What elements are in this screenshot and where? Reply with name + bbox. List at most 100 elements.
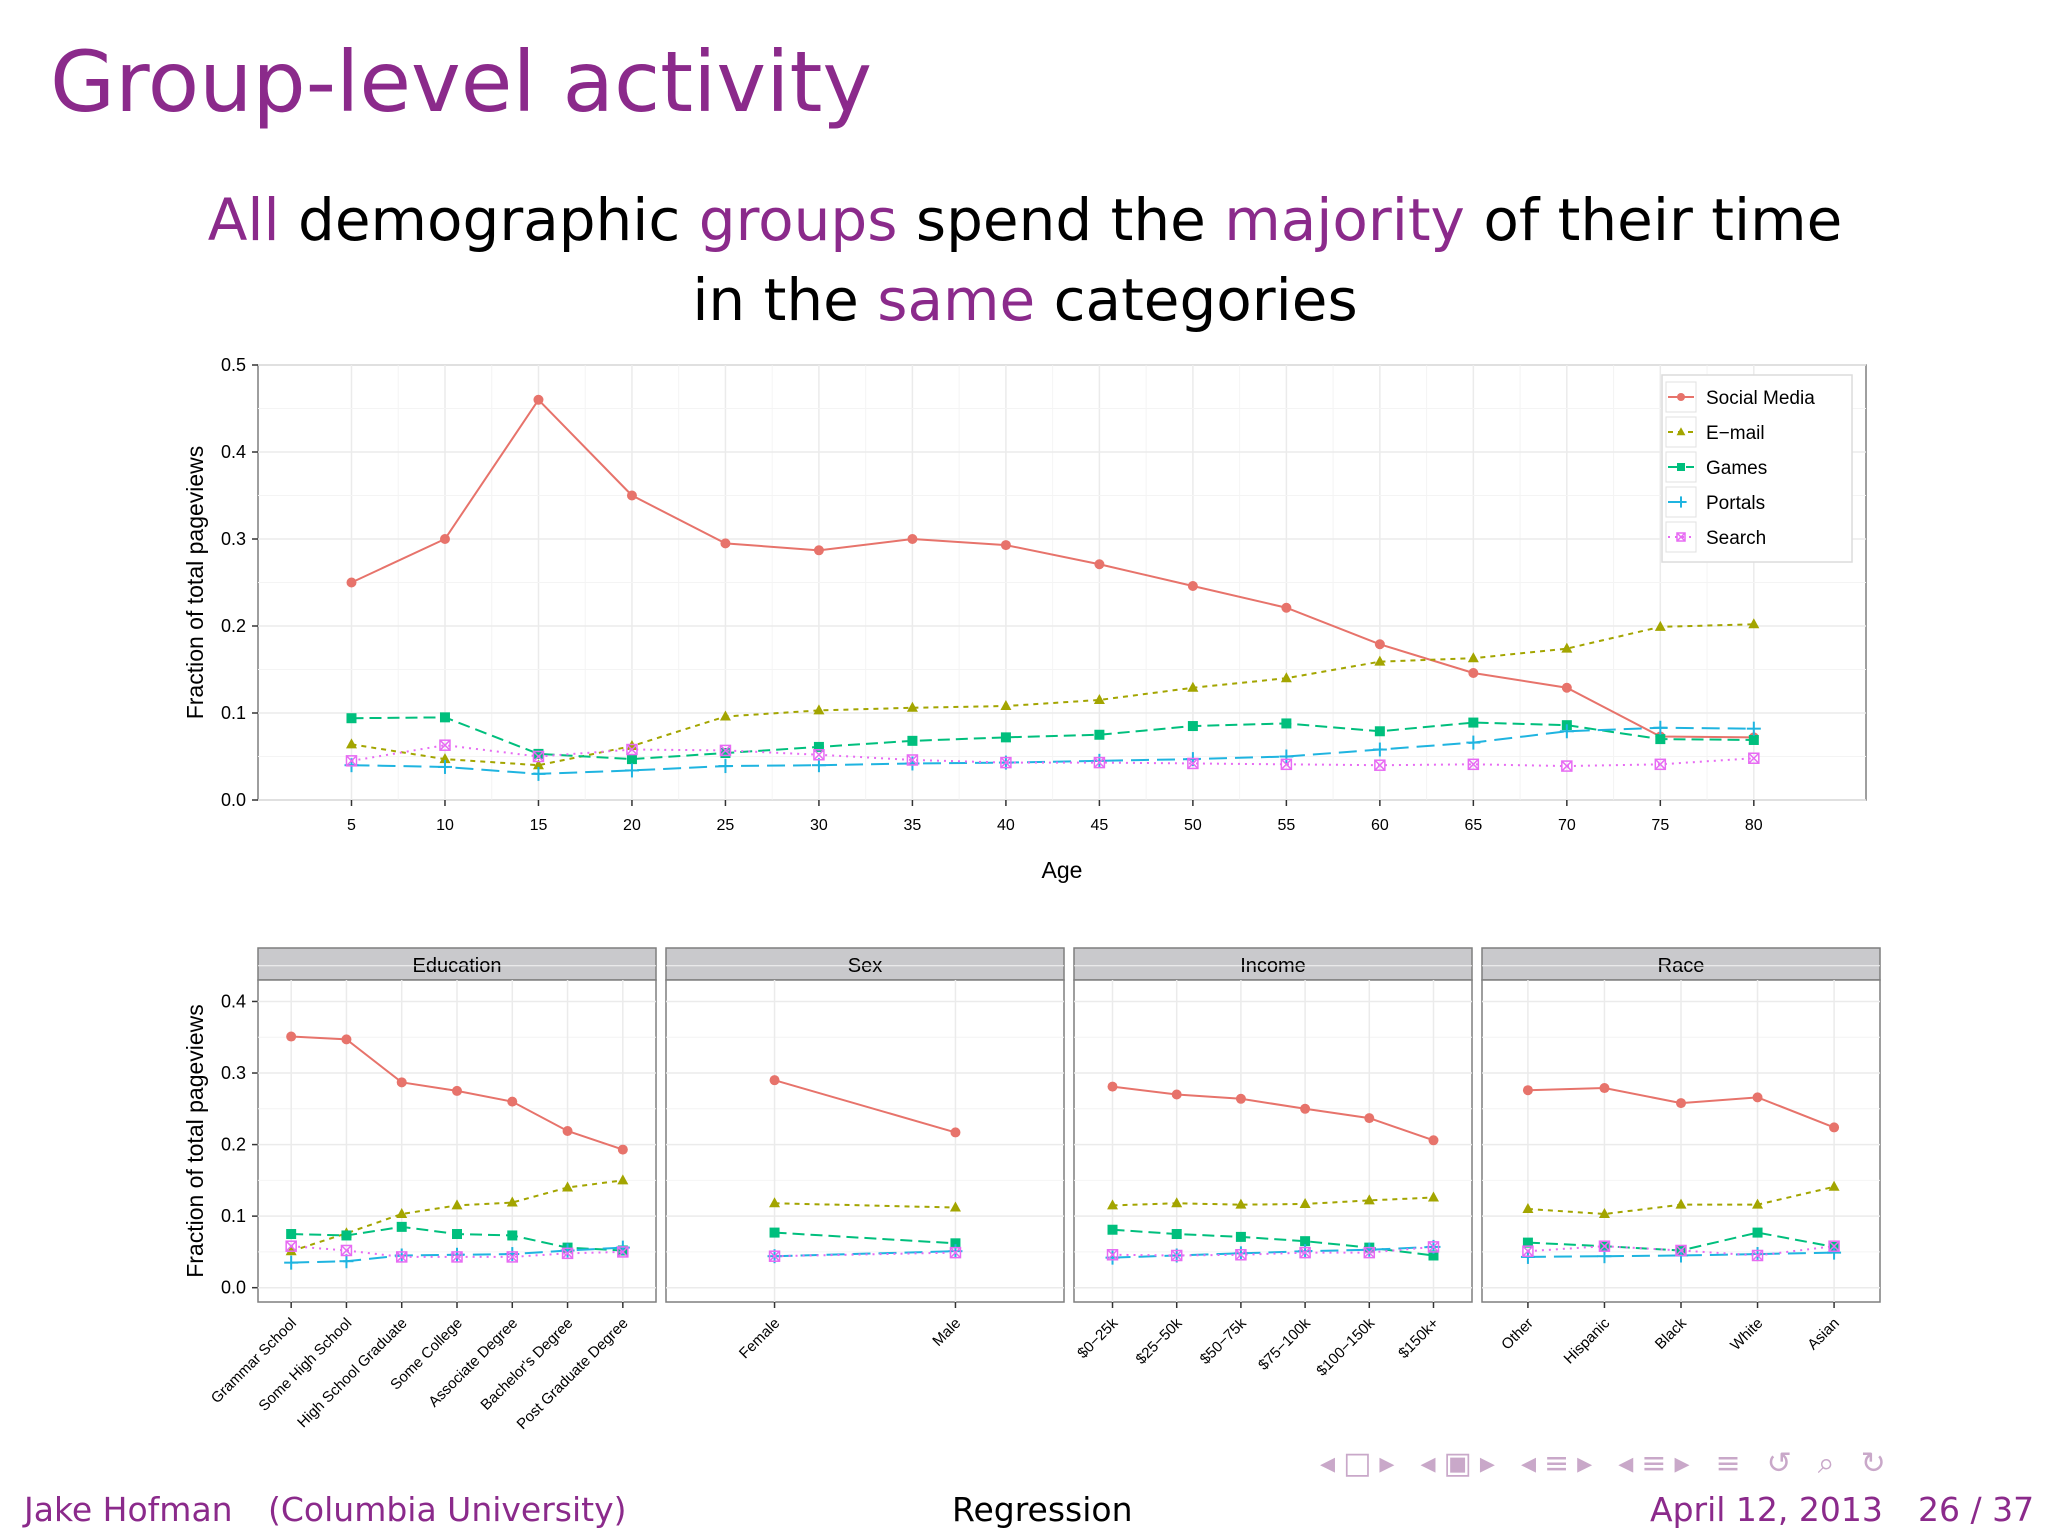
nav-prev-arrow-icon[interactable]: ◂	[1420, 1446, 1440, 1481]
data-point	[1235, 1198, 1247, 1209]
subtitle-part: All	[207, 186, 280, 254]
data-point	[1676, 1098, 1686, 1109]
nav-next-arrow-icon[interactable]: ▸	[1479, 1446, 1499, 1481]
data-point	[533, 748, 544, 759]
data-point	[506, 1251, 519, 1263]
series-line	[1112, 1196, 1434, 1207]
nav-next-arrow-icon[interactable]: ▸	[1379, 1446, 1399, 1481]
data-point	[395, 1251, 408, 1263]
x-tick-label: 30	[810, 817, 828, 834]
data-point	[1828, 1180, 1840, 1191]
data-point	[1374, 726, 1385, 737]
subsection-icon[interactable]: ≡	[1641, 1446, 1671, 1481]
data-point	[1829, 1122, 1840, 1133]
x-tick-label: $0−25k	[1074, 1314, 1121, 1361]
data-point	[439, 712, 450, 723]
nav-next-arrow-icon[interactable]: ▸	[1674, 1446, 1694, 1481]
data-point	[346, 577, 357, 588]
data-point	[1468, 667, 1479, 678]
nav-next-arrow-icon[interactable]: ▸	[1577, 1446, 1597, 1481]
x-tick-label: $50−75k	[1197, 1314, 1250, 1367]
data-point	[1299, 1197, 1311, 1208]
data-point	[1187, 681, 1199, 692]
x-tick-label: Asian	[1804, 1315, 1843, 1354]
data-point	[1827, 1245, 1842, 1260]
data-point	[1372, 742, 1387, 757]
data-point	[1746, 721, 1761, 736]
data-point	[1561, 682, 1572, 693]
subtitle-part: of their time in the	[692, 186, 1843, 334]
frame-icon[interactable]: □	[1343, 1446, 1376, 1481]
legend-label: E−mail	[1706, 423, 1765, 444]
plot-area	[1073, 979, 1473, 1303]
forward-icon[interactable]: ↻	[1860, 1446, 1890, 1481]
series-line	[1112, 1245, 1434, 1259]
data-point	[1300, 1236, 1311, 1247]
x-tick-label: High School Graduate	[294, 1315, 410, 1431]
data-point	[1187, 757, 1199, 770]
series-line	[774, 1250, 956, 1258]
data-point	[339, 1254, 354, 1269]
data-point	[769, 1197, 781, 1208]
data-point	[719, 710, 731, 721]
series-line	[774, 1202, 956, 1209]
nav-prev-arrow-icon[interactable]: ◂	[1320, 1446, 1340, 1481]
data-point	[1467, 652, 1479, 663]
facet-strip	[1481, 947, 1881, 981]
demographics-chart: Fraction of total pageviews 0.0 0.1 0.2 0.3 0…	[182, 947, 1881, 1433]
data-point	[1522, 1085, 1533, 1096]
data-point	[437, 759, 452, 774]
nav-prev-arrow-icon[interactable]: ◂	[1520, 1446, 1541, 1481]
data-point	[769, 1227, 780, 1238]
x-tick-label: Black	[1652, 1314, 1690, 1352]
data-point	[506, 1196, 518, 1207]
data-point	[396, 1077, 407, 1088]
data-point	[562, 1181, 574, 1192]
data-point	[626, 490, 637, 501]
nav-prev-arrow-icon[interactable]: ◂	[1618, 1446, 1638, 1481]
data-point	[1299, 1246, 1311, 1259]
x-tick-label: 70	[1558, 817, 1576, 834]
data-point	[1106, 1249, 1119, 1261]
outline-icon[interactable]: ≡	[1715, 1446, 1745, 1481]
data-point	[1561, 642, 1573, 653]
data-point	[950, 1238, 961, 1249]
x-tick-label: $100−150k	[1313, 1314, 1378, 1379]
data-point	[1280, 758, 1293, 771]
legend-label: Search	[1706, 528, 1766, 549]
data-point	[811, 758, 826, 773]
x-tick-label: 10	[436, 817, 454, 834]
subsection-icon[interactable]: ≡	[1544, 1446, 1574, 1481]
back-icon[interactable]: ↺	[1766, 1446, 1796, 1481]
y-tick-label: 0.5	[221, 355, 246, 375]
search-icon[interactable]: ⌕	[1817, 1446, 1839, 1481]
y-tick-label: 0.1	[221, 703, 246, 723]
footer-topic: Regression	[952, 1490, 1133, 1529]
data-point	[1235, 1093, 1246, 1104]
data-point	[1300, 1103, 1311, 1114]
facet-panel: Income$0−25k $25−50k $50−75k $75−100k $100−1…	[1073, 947, 1473, 1380]
footer-date: April 12, 2013	[1650, 1490, 1883, 1529]
section-icon[interactable]: ▣	[1443, 1446, 1476, 1481]
subtitle-part: same	[877, 266, 1036, 334]
series-line	[351, 398, 1754, 739]
data-point	[720, 538, 731, 549]
data-point	[1676, 532, 1686, 542]
data-point	[1677, 393, 1685, 401]
data-point	[719, 744, 732, 757]
data-point	[1000, 700, 1012, 711]
beamer-navigation[interactable]: ◂ □ ▸ ◂ ▣ ▸ ◂ ≡ ▸ ◂ ≡ ▸ ≡ ↺ ⌕ ↻	[1320, 1446, 1912, 1481]
x-tick-label: 25	[717, 817, 735, 834]
data-point	[1748, 618, 1760, 629]
series-line	[774, 1079, 956, 1134]
data-point	[1280, 672, 1292, 683]
data-point	[284, 1255, 299, 1270]
data-point	[1093, 693, 1105, 704]
data-point	[345, 755, 358, 767]
data-point	[562, 1125, 573, 1136]
data-point	[1748, 752, 1760, 764]
data-point	[617, 1246, 629, 1258]
data-point	[452, 1085, 462, 1096]
